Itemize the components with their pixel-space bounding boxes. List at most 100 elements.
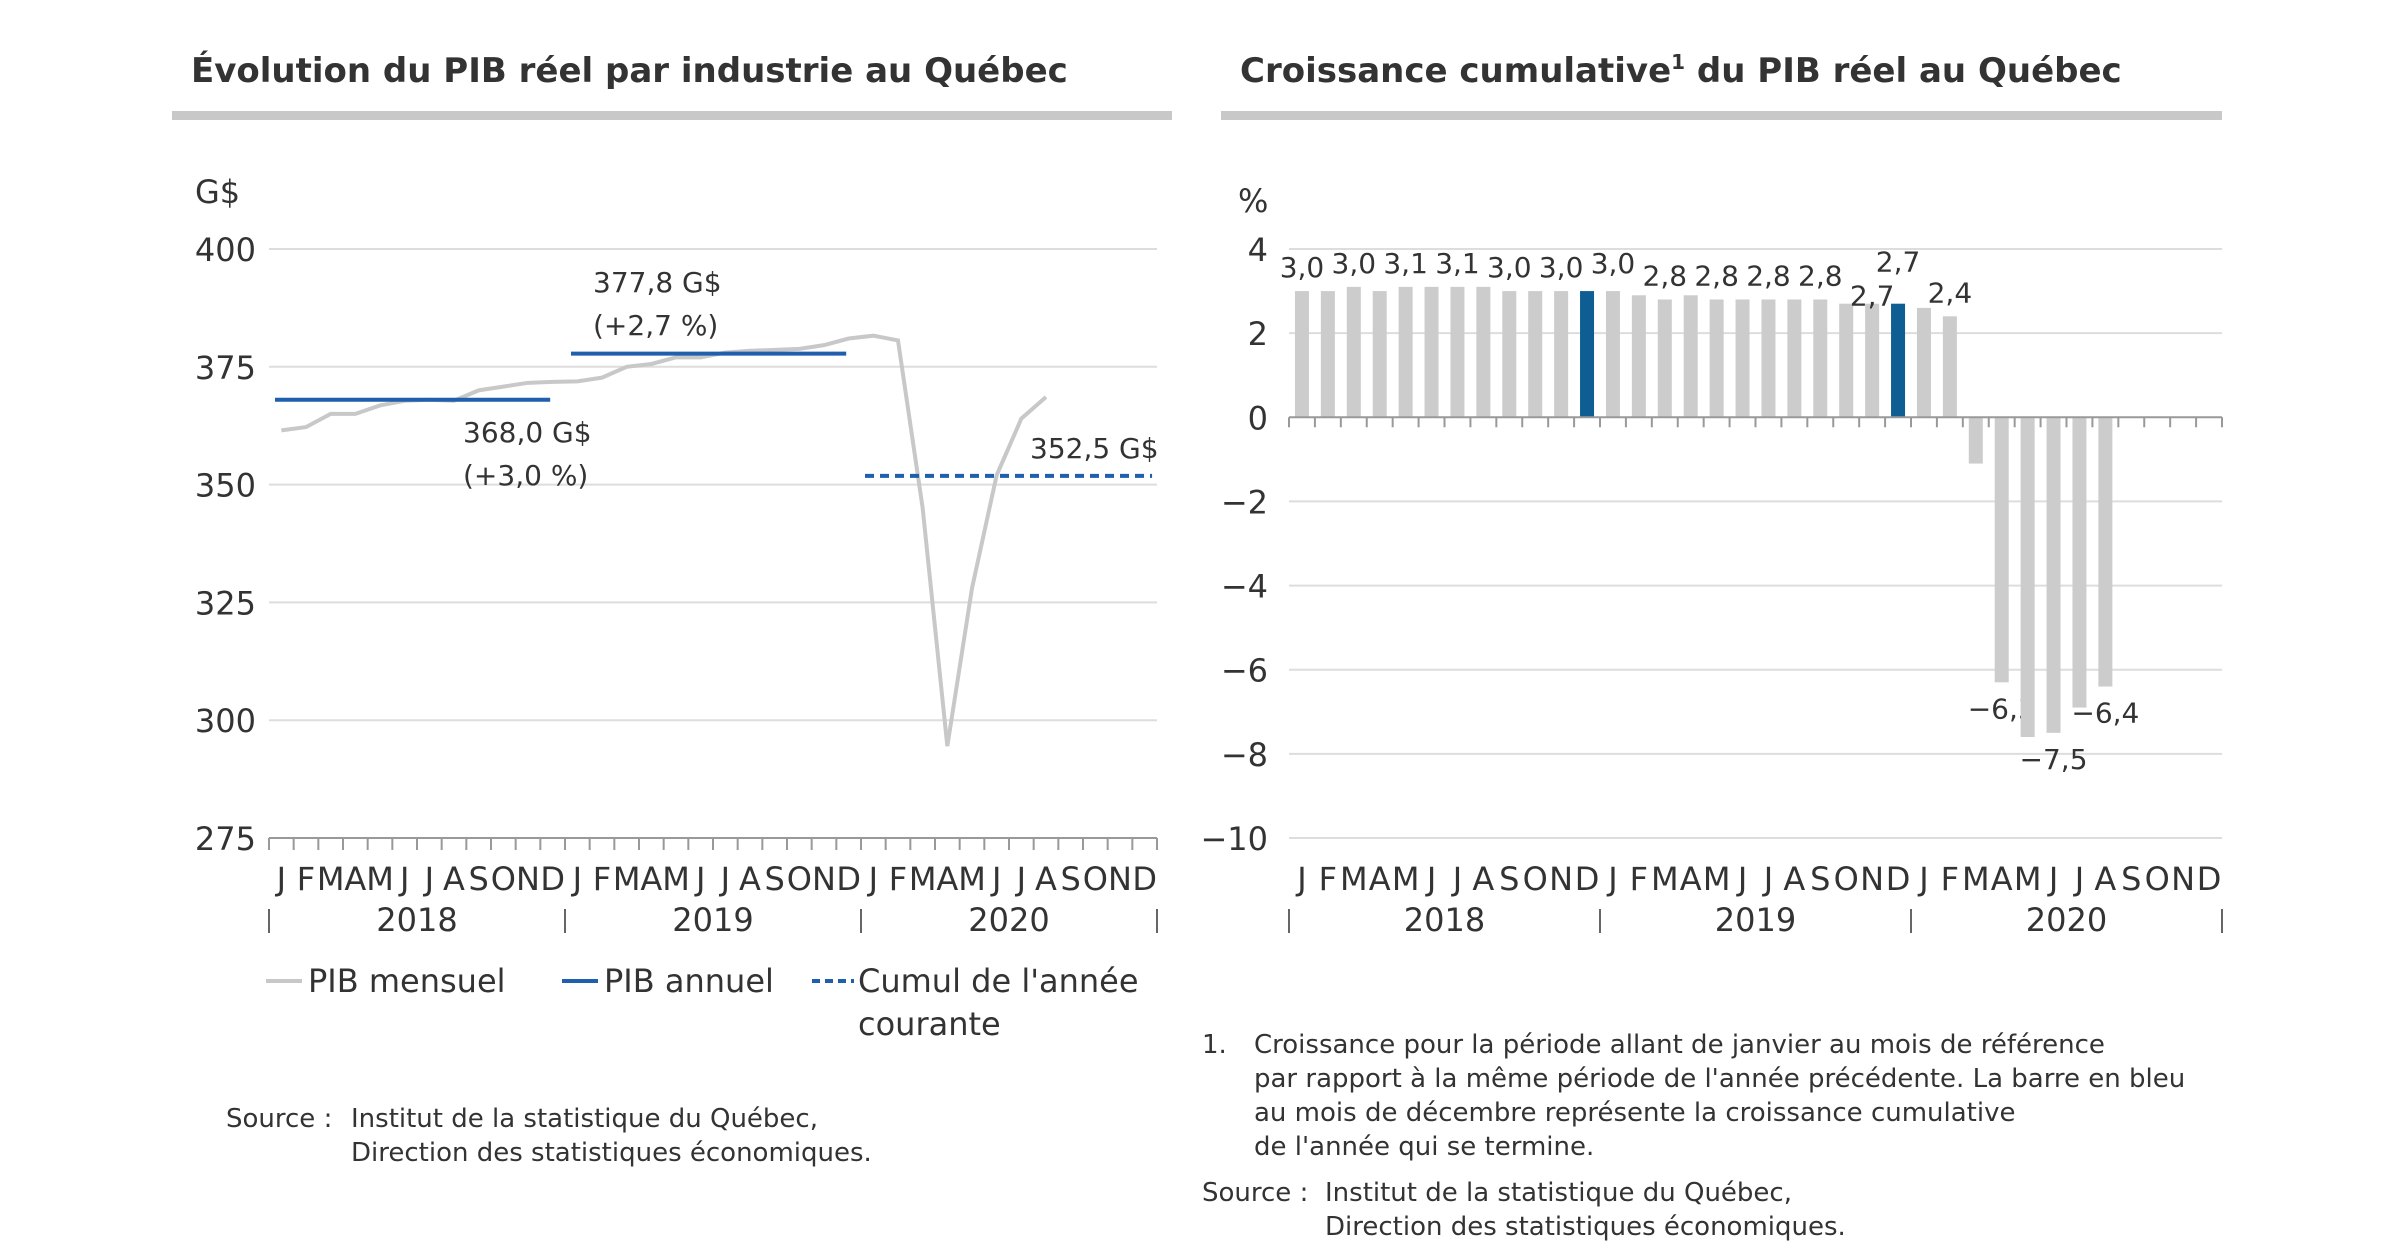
month-label: S (1061, 860, 1081, 898)
bar (1865, 303, 1880, 418)
footnote-line: au mois de décembre représente la croiss… (1254, 1098, 2015, 1128)
month-label: M (317, 860, 345, 898)
month-label: M (909, 860, 937, 898)
data-label: 3,0 (1332, 247, 1377, 280)
month-label: J (1425, 860, 1436, 898)
month-label: J (275, 860, 286, 898)
bar (1813, 299, 1828, 418)
month-label: M (1703, 860, 1731, 898)
left-y-unit: G$ (195, 173, 240, 211)
data-label: 3,0 (1539, 251, 1584, 284)
annotation-2018-pct: (+3,0 %) (463, 459, 588, 492)
month-label: A (1991, 860, 2013, 898)
y-tick-label: 2 (1248, 315, 1268, 353)
legend-label-cumulative-2: courante (858, 1005, 1001, 1043)
right-source-line1: Institut de la statistique du Québec, (1325, 1178, 1792, 1208)
data-label: 2,8 (1798, 259, 1843, 292)
bar (1346, 286, 1361, 418)
month-label: N (812, 860, 836, 898)
month-label: J (1295, 860, 1306, 898)
bar (1554, 291, 1569, 418)
month-label: M (1392, 860, 1420, 898)
series-line-monthly (281, 333, 1048, 747)
year-label: 2020 (2026, 901, 2107, 939)
y-tick-label: 350 (195, 467, 256, 505)
annotation-2020: 352,5 G$ (1030, 432, 1159, 465)
month-label: J (719, 860, 730, 898)
data-label: 3,1 (1435, 247, 1480, 280)
footnote-line: par rapport à la même période de l'année… (1254, 1064, 2185, 1094)
bar (1476, 286, 1491, 418)
month-label: O (491, 860, 516, 898)
month-label: O (2145, 860, 2170, 898)
month-label: N (1860, 860, 1884, 898)
month-label: M (2014, 860, 2042, 898)
bar (1761, 299, 1776, 418)
bar (1916, 307, 1931, 418)
y-tick-label: 300 (195, 702, 256, 740)
month-label: F (593, 860, 611, 898)
month-label: O (1523, 860, 1548, 898)
data-label: 3,0 (1280, 251, 1325, 284)
month-label: M (613, 860, 641, 898)
y-tick-label: −6 (1221, 652, 1268, 690)
annotation-2019-pct: (+2,7 %) (593, 309, 718, 342)
y-tick-label: −2 (1221, 483, 1268, 521)
month-label: M (1962, 860, 1990, 898)
month-label: N (1549, 860, 1573, 898)
bar (2046, 417, 2061, 733)
month-label: N (1108, 860, 1132, 898)
left-title-rule (172, 111, 1172, 120)
footnote-line: Croissance pour la période allant de jan… (1254, 1030, 2105, 1060)
month-label: D (2197, 860, 2222, 898)
month-label: A (344, 860, 366, 898)
month-label: J (1736, 860, 1747, 898)
annotation-2018: 368,0 G$ (463, 416, 592, 449)
y-tick-label: −8 (1221, 736, 1268, 774)
month-label: O (1834, 860, 1859, 898)
month-label: A (1783, 860, 1805, 898)
y-tick-label: 275 (195, 820, 256, 858)
legend-label-annual: PIB annuel (604, 962, 774, 1000)
year-label: 2018 (1404, 901, 1485, 939)
y-tick-label: 325 (195, 584, 256, 622)
month-label: A (1369, 860, 1391, 898)
bar (1657, 299, 1672, 418)
month-label: A (739, 860, 761, 898)
month-label: F (889, 860, 907, 898)
month-label: J (1451, 860, 1462, 898)
bar (1709, 299, 1724, 418)
bar (1398, 286, 1413, 418)
data-label: 2,8 (1746, 259, 1791, 292)
month-label: J (398, 860, 409, 898)
bar (1994, 417, 2009, 683)
month-label: O (1083, 860, 1108, 898)
month-label: D (1886, 860, 1911, 898)
y-tick-label: 375 (195, 349, 256, 387)
month-label: J (990, 860, 1001, 898)
bar (1294, 291, 1309, 418)
month-label: J (867, 860, 878, 898)
month-label: S (765, 860, 785, 898)
legend-label-cumulative: Cumul de l'année (858, 962, 1139, 1000)
y-tick-label: 0 (1248, 399, 1268, 437)
annotation-2019: 377,8 G$ (593, 266, 722, 299)
y-tick-label: −4 (1221, 568, 1268, 606)
right-chart: Croissance cumulative1 du PIB réel au Qu… (1200, 50, 2223, 1242)
month-label: A (1035, 860, 1057, 898)
footnote-line: de l'année qui se termine. (1254, 1132, 1594, 1162)
bar (1942, 316, 1957, 418)
right-source-label: Source : (1202, 1178, 1308, 1208)
data-label: 2,7 (1850, 280, 1895, 313)
month-label: D (1132, 860, 1157, 898)
right-title-rule (1221, 111, 2222, 120)
y-tick-label: −10 (1200, 820, 1268, 858)
bar (1683, 295, 1698, 418)
month-label: A (640, 860, 662, 898)
bar (2072, 417, 2087, 708)
bar (1528, 291, 1543, 418)
left-chart: Évolution du PIB réel par industrie au Q… (172, 50, 1172, 1168)
month-label: J (1917, 860, 1928, 898)
bar (1839, 303, 1854, 418)
left-source-label: Source : (226, 1104, 332, 1134)
